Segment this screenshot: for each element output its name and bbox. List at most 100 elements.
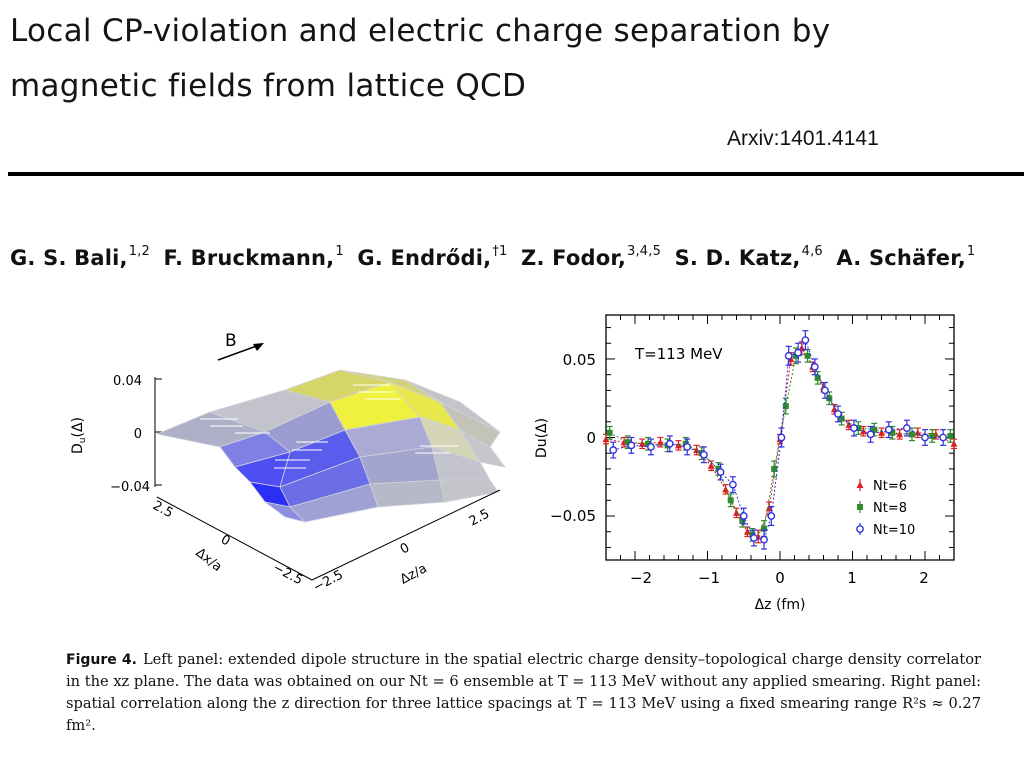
legend-label: Nt=10 xyxy=(873,523,915,538)
x-tick-label: −2.5 xyxy=(270,560,305,588)
author-name: F. Bruckmann, xyxy=(163,246,335,270)
x-tick-label: 1 xyxy=(847,569,857,587)
x-tick-label: 0 xyxy=(218,532,232,549)
data-point xyxy=(896,430,904,438)
z2-tick-label: 0 xyxy=(398,540,412,557)
data-point xyxy=(739,512,748,520)
data-point xyxy=(739,517,746,524)
x-tick-label: −1 xyxy=(698,569,720,587)
author-name: G. S. Bali, xyxy=(10,246,128,270)
x-axis-line xyxy=(156,496,313,581)
data-point xyxy=(947,432,954,439)
data-point xyxy=(683,443,692,451)
data-point xyxy=(810,362,819,371)
b-field-label: B xyxy=(225,331,237,351)
correlation-chart: T=113 MeV 0.05 0 −0.05 −2 −1 0 1 2 Δz (f… xyxy=(534,314,958,613)
z-tick-label: 0 xyxy=(134,427,142,442)
data-point xyxy=(794,348,803,357)
data-point xyxy=(902,424,911,432)
data-point xyxy=(645,440,652,447)
data-point xyxy=(771,465,778,472)
data-point xyxy=(782,403,789,410)
author-affiliation: 1 xyxy=(966,244,976,259)
svg-text:Du(Δ): Du(Δ) xyxy=(70,417,88,454)
author-name: S. D. Katz, xyxy=(674,246,801,270)
data-point xyxy=(647,443,655,451)
x-tick-label: 2 xyxy=(919,569,929,587)
data-point xyxy=(784,351,793,360)
data-point xyxy=(838,415,845,422)
legend-marker xyxy=(857,504,863,510)
data-point xyxy=(855,425,862,432)
z-tick-label: 0.04 xyxy=(113,374,142,389)
arxiv-reference: Arxiv:1401.4141 xyxy=(727,127,879,150)
z-tick-label: −0.04 xyxy=(110,480,150,495)
data-point xyxy=(884,425,893,434)
data-point xyxy=(606,429,613,436)
data-point xyxy=(801,336,810,345)
data-point xyxy=(602,435,610,443)
author-name: Z. Fodor, xyxy=(521,246,626,270)
data-point xyxy=(675,441,682,449)
data-point xyxy=(767,512,776,520)
data-point xyxy=(699,450,708,459)
author-list: G. S. Bali,1,2 F. Bruckmann, 1 G. Endrődi… xyxy=(10,244,981,270)
data-point xyxy=(889,429,896,436)
x-tick-label: −2 xyxy=(630,569,652,587)
author-affiliation: 4,6 xyxy=(801,244,823,259)
x-axis-label: Δz (fm) xyxy=(755,597,806,613)
chart-legend: Nt=6 Nt=8 Nt=10 xyxy=(856,479,915,538)
b-field-arrowhead xyxy=(253,343,264,351)
caption-label: Figure 4. xyxy=(66,652,137,668)
data-point xyxy=(665,439,674,448)
data-point xyxy=(728,480,737,489)
data-point xyxy=(814,374,821,381)
data-point xyxy=(609,446,618,454)
data-point xyxy=(871,426,878,433)
x-tick-label: 0 xyxy=(775,569,785,587)
author-affiliation: †1 xyxy=(492,244,508,259)
y-axis-label: Du(Δ) xyxy=(534,418,550,458)
figure-caption: Figure 4. Left panel: extended dipole str… xyxy=(66,649,981,737)
y-tick-label: 0 xyxy=(586,429,596,447)
chart-ticks xyxy=(606,315,955,560)
slide-title-line1: Local CP-violation and electric charge s… xyxy=(10,13,831,49)
data-point xyxy=(656,438,664,446)
legend-marker xyxy=(856,481,864,488)
data-point xyxy=(777,433,786,442)
data-point xyxy=(743,528,751,535)
caption-text: Left panel: extended dipole structure in… xyxy=(66,651,981,734)
data-point xyxy=(866,430,875,439)
z2-tick-label: 2.5 xyxy=(467,507,492,530)
data-point xyxy=(804,352,811,359)
data-point xyxy=(627,441,636,450)
data-point xyxy=(761,525,768,532)
z2-axis-label: Δz/a xyxy=(398,561,430,587)
legend-label: Nt=8 xyxy=(873,501,907,516)
data-point xyxy=(908,431,915,438)
data-point xyxy=(716,468,725,476)
author-name: G. Endrődi, xyxy=(357,246,492,270)
legend-marker xyxy=(856,525,864,533)
author-affiliation: 3,4,5 xyxy=(627,244,662,259)
surface-plot: B 0.04 0 −0.04 Du(Δ) xyxy=(70,331,506,596)
z2-axis-line xyxy=(311,489,501,581)
legend-label: Nt=6 xyxy=(873,479,907,494)
x-tick-label: 2.5 xyxy=(150,498,175,521)
author-name: A. Schäfer, xyxy=(836,246,966,270)
data-point xyxy=(859,427,867,435)
data-point xyxy=(950,440,958,447)
data-point xyxy=(929,432,936,439)
data-point xyxy=(638,440,646,447)
data-point xyxy=(722,485,730,493)
data-point xyxy=(850,424,858,432)
data-point xyxy=(921,433,929,442)
slide-title: Local CP-violation and electric charge s… xyxy=(10,4,1010,114)
y-tick-label: −0.05 xyxy=(550,507,596,525)
slide-title-line2: magnetic fields from lattice QCD xyxy=(10,68,527,104)
data-point xyxy=(821,386,829,395)
y-tick-label: 0.05 xyxy=(563,351,596,369)
title-divider xyxy=(8,172,1024,176)
author-affiliation: 1,2 xyxy=(128,244,150,259)
chart-annotation: T=113 MeV xyxy=(634,345,723,363)
